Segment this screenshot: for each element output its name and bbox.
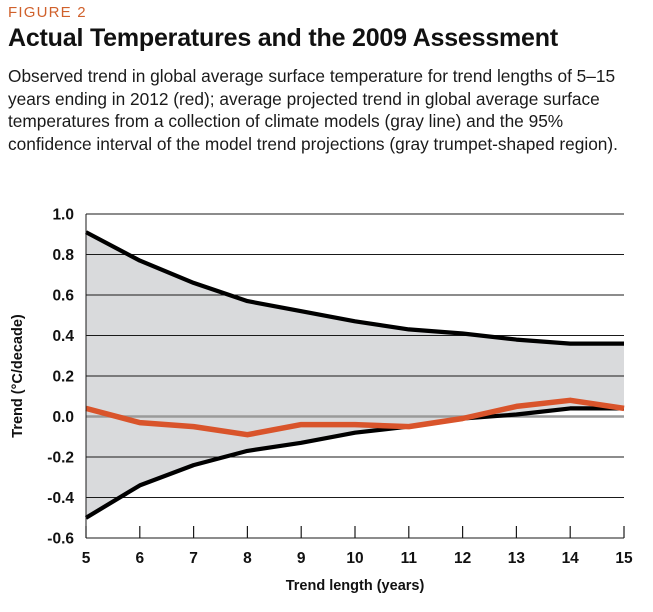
figure-label: FIGURE 2 (8, 4, 87, 21)
chart-title: Actual Temperatures and the 2009 Assessm… (8, 24, 558, 52)
y-tick-label: 1.0 (52, 207, 74, 224)
x-tick-label: 9 (297, 550, 306, 567)
x-tick-label: 11 (401, 550, 418, 567)
x-tick-label: 6 (135, 550, 144, 567)
x-tick-label: 10 (346, 550, 363, 567)
y-tick-label: 0.0 (52, 409, 74, 426)
x-tick-label: 15 (615, 550, 633, 567)
x-axis-title: Trend length (years) (286, 578, 425, 594)
x-tick-label: 7 (189, 550, 198, 567)
chart-subtitle: Observed trend in global average surface… (8, 66, 618, 154)
x-tick-label: 14 (562, 550, 580, 567)
y-tick-label: 0.8 (52, 247, 74, 264)
confidence-band-layer (86, 232, 624, 518)
series-lines (84, 230, 625, 520)
series-line-lower-bound (84, 406, 624, 520)
y-tick-label: -0.4 (47, 490, 74, 507)
x-tick-label: 13 (508, 550, 526, 567)
y-tick-label: 0.2 (52, 369, 74, 386)
x-tick-label: 12 (454, 550, 471, 567)
y-tick-label: -0.6 (47, 531, 74, 548)
axes: 1.0 0.8 0.6 0.4 0.2 0.0 -0.2 -0.4 -0.6 5 6 7 8 9 10 11 1… (47, 207, 633, 568)
y-tick-label: 0.4 (52, 328, 74, 345)
series-line-upper-bound (85, 230, 624, 346)
y-tick-label: -0.2 (47, 450, 74, 467)
y-axis-title: Trend (°C/decade) (10, 314, 26, 438)
y-tick-label: 0.6 (52, 288, 74, 305)
confidence-band-area (86, 232, 624, 518)
series-line-observed (85, 397, 625, 438)
gridlines (86, 213, 624, 539)
x-tick-label: 5 (82, 550, 91, 567)
x-tick-label: 8 (243, 550, 252, 567)
